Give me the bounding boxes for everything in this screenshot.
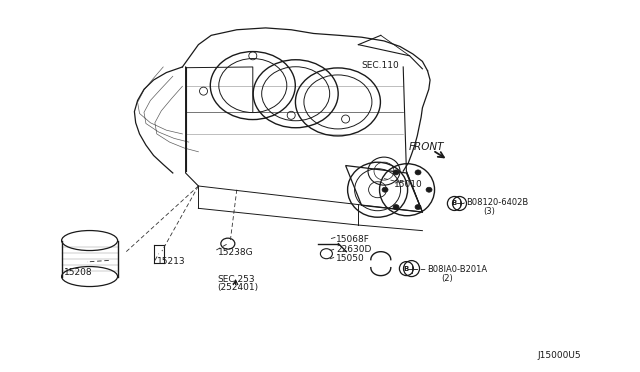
Ellipse shape [393,205,399,209]
Text: SEC.253: SEC.253 [218,275,255,284]
Ellipse shape [415,205,421,209]
Text: 15068F: 15068F [336,235,370,244]
Text: (252401): (252401) [218,283,259,292]
Text: 15050: 15050 [336,254,365,263]
Text: J15000U5: J15000U5 [538,351,581,360]
Ellipse shape [426,187,432,192]
Text: B: B [404,266,409,272]
Text: 22630D: 22630D [336,245,371,254]
Text: 15208: 15208 [64,268,93,277]
Text: B08IA0-B201A: B08IA0-B201A [428,265,488,274]
Text: B08120-6402B: B08120-6402B [466,198,528,207]
Text: 15238G: 15238G [218,248,253,257]
Text: 15213: 15213 [157,257,186,266]
Ellipse shape [415,170,421,175]
Text: FRONT: FRONT [408,142,444,152]
Text: (2): (2) [442,274,453,283]
Text: B: B [452,201,457,206]
Text: SEC.110: SEC.110 [362,61,399,70]
Text: (3): (3) [483,207,495,216]
Ellipse shape [382,187,388,192]
Ellipse shape [393,170,399,175]
Text: 15010: 15010 [394,180,422,189]
